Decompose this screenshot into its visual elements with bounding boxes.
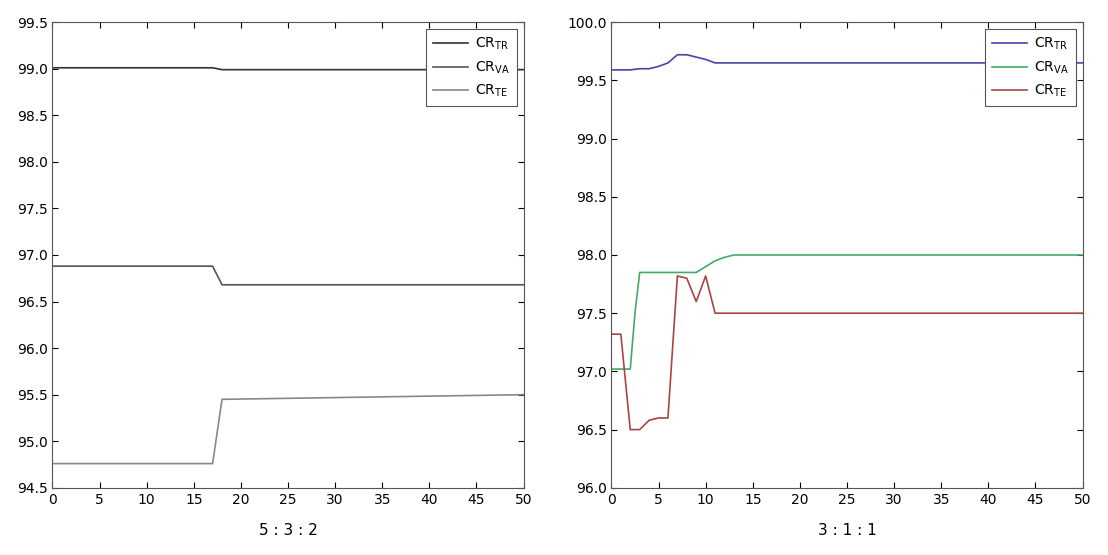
$\mathdefault{CR_{TE}}$ — [670, 273, 684, 279]
$\mathdefault{CR_{VA}}$ — [718, 254, 731, 261]
$\mathdefault{CR_{TE}}$ — [215, 396, 228, 403]
$\mathdefault{CR_{TE}}$ — [45, 460, 59, 467]
$\mathdefault{CR_{VA}}$ — [517, 281, 531, 288]
$\mathdefault{CR_{VA}}$ — [670, 269, 684, 276]
$\mathdefault{CR_{TR}}$ — [1076, 59, 1089, 66]
$\mathdefault{CR_{VA}}$ — [624, 366, 637, 372]
$\mathdefault{CR_{TR}}$ — [206, 64, 219, 71]
$\mathdefault{CR_{TR}}$ — [699, 56, 712, 63]
$\mathdefault{CR_{TR}}$ — [727, 59, 740, 66]
$\mathdefault{CR_{TE}}$ — [624, 426, 637, 433]
$\mathdefault{CR_{TE}}$ — [605, 331, 618, 337]
$\mathdefault{CR_{TE}}$ — [643, 417, 656, 423]
$\mathdefault{CR_{VA}}$ — [614, 366, 627, 372]
$\mathdefault{CR_{TR}}$ — [689, 54, 702, 60]
$\mathdefault{CR_{TR}}$ — [708, 59, 721, 66]
$\mathdefault{CR_{VA}}$ — [628, 310, 642, 316]
$\mathdefault{CR_{VA}}$ — [633, 269, 646, 276]
$\mathdefault{CR_{TE}}$ — [661, 415, 675, 421]
$\mathdefault{CR_{TR}}$ — [45, 64, 59, 71]
$\mathdefault{CR_{VA}}$ — [737, 251, 750, 258]
$\mathdefault{CR_{TE}}$ — [699, 273, 712, 279]
$\mathdefault{CR_{VA}}$ — [680, 269, 694, 276]
$\mathdefault{CR_{TE}}$ — [206, 460, 219, 467]
$\mathdefault{CR_{TR}}$ — [661, 59, 675, 66]
$\mathdefault{CR_{TR}}$ — [605, 67, 618, 73]
$\mathdefault{CR_{TE}}$ — [689, 298, 702, 305]
$\mathdefault{CR_{TE}}$ — [708, 310, 721, 316]
X-axis label: 5 : 3 : 2: 5 : 3 : 2 — [258, 523, 317, 538]
$\mathdefault{CR_{VA}}$ — [661, 269, 675, 276]
$\mathdefault{CR_{VA}}$ — [652, 269, 665, 276]
$\mathdefault{CR_{TR}}$ — [718, 59, 731, 66]
$\mathdefault{CR_{VA}}$ — [605, 366, 618, 372]
$\mathdefault{CR_{TE}}$ — [680, 275, 694, 281]
$\mathdefault{CR_{VA}}$ — [1076, 251, 1089, 258]
Legend: $\mathdefault{CR_{TR}}$, $\mathdefault{CR_{VA}}$, $\mathdefault{CR_{TE}}$: $\mathdefault{CR_{TR}}$, $\mathdefault{C… — [985, 29, 1076, 106]
Line: $\mathdefault{CR_{TE}}$: $\mathdefault{CR_{TE}}$ — [52, 395, 524, 463]
$\mathdefault{CR_{VA}}$ — [708, 258, 721, 264]
$\mathdefault{CR_{TR}}$ — [737, 59, 750, 66]
$\mathdefault{CR_{TE}}$ — [652, 415, 665, 421]
$\mathdefault{CR_{TR}}$ — [643, 65, 656, 72]
$\mathdefault{CR_{TR}}$ — [670, 52, 684, 58]
$\mathdefault{CR_{TE}}$ — [737, 310, 750, 316]
$\mathdefault{CR_{TR}}$ — [746, 59, 759, 66]
$\mathdefault{CR_{TE}}$ — [1076, 310, 1089, 316]
$\mathdefault{CR_{VA}}$ — [727, 251, 740, 258]
Line: $\mathdefault{CR_{TR}}$: $\mathdefault{CR_{TR}}$ — [52, 68, 524, 70]
$\mathdefault{CR_{TR}}$ — [624, 67, 637, 73]
$\mathdefault{CR_{TE}}$ — [517, 391, 531, 398]
Line: $\mathdefault{CR_{VA}}$: $\mathdefault{CR_{VA}}$ — [52, 266, 524, 285]
$\mathdefault{CR_{TR}}$ — [614, 67, 627, 73]
$\mathdefault{CR_{TR}}$ — [517, 67, 531, 73]
$\mathdefault{CR_{TR}}$ — [680, 52, 694, 58]
Line: $\mathdefault{CR_{TE}}$: $\mathdefault{CR_{TE}}$ — [612, 276, 1083, 430]
$\mathdefault{CR_{TR}}$ — [652, 63, 665, 70]
$\mathdefault{CR_{TE}}$ — [633, 426, 646, 433]
$\mathdefault{CR_{TE}}$ — [614, 331, 627, 337]
$\mathdefault{CR_{TE}}$ — [727, 310, 740, 316]
$\mathdefault{CR_{VA}}$ — [215, 281, 228, 288]
$\mathdefault{CR_{VA}}$ — [689, 269, 702, 276]
$\mathdefault{CR_{VA}}$ — [45, 263, 59, 270]
$\mathdefault{CR_{TR}}$ — [633, 65, 646, 72]
Line: $\mathdefault{CR_{TR}}$: $\mathdefault{CR_{TR}}$ — [612, 55, 1083, 70]
$\mathdefault{CR_{VA}}$ — [699, 263, 712, 270]
$\mathdefault{CR_{TE}}$ — [718, 310, 731, 316]
X-axis label: 3 : 1 : 1: 3 : 1 : 1 — [818, 523, 876, 538]
$\mathdefault{CR_{VA}}$ — [643, 269, 656, 276]
$\mathdefault{CR_{VA}}$ — [206, 263, 219, 270]
Legend: $\mathdefault{CR_{TR}}$, $\mathdefault{CR_{VA}}$, $\mathdefault{CR_{TE}}$: $\mathdefault{CR_{TR}}$, $\mathdefault{C… — [427, 29, 516, 106]
$\mathdefault{CR_{TR}}$ — [215, 67, 228, 73]
Line: $\mathdefault{CR_{VA}}$: $\mathdefault{CR_{VA}}$ — [612, 255, 1083, 369]
